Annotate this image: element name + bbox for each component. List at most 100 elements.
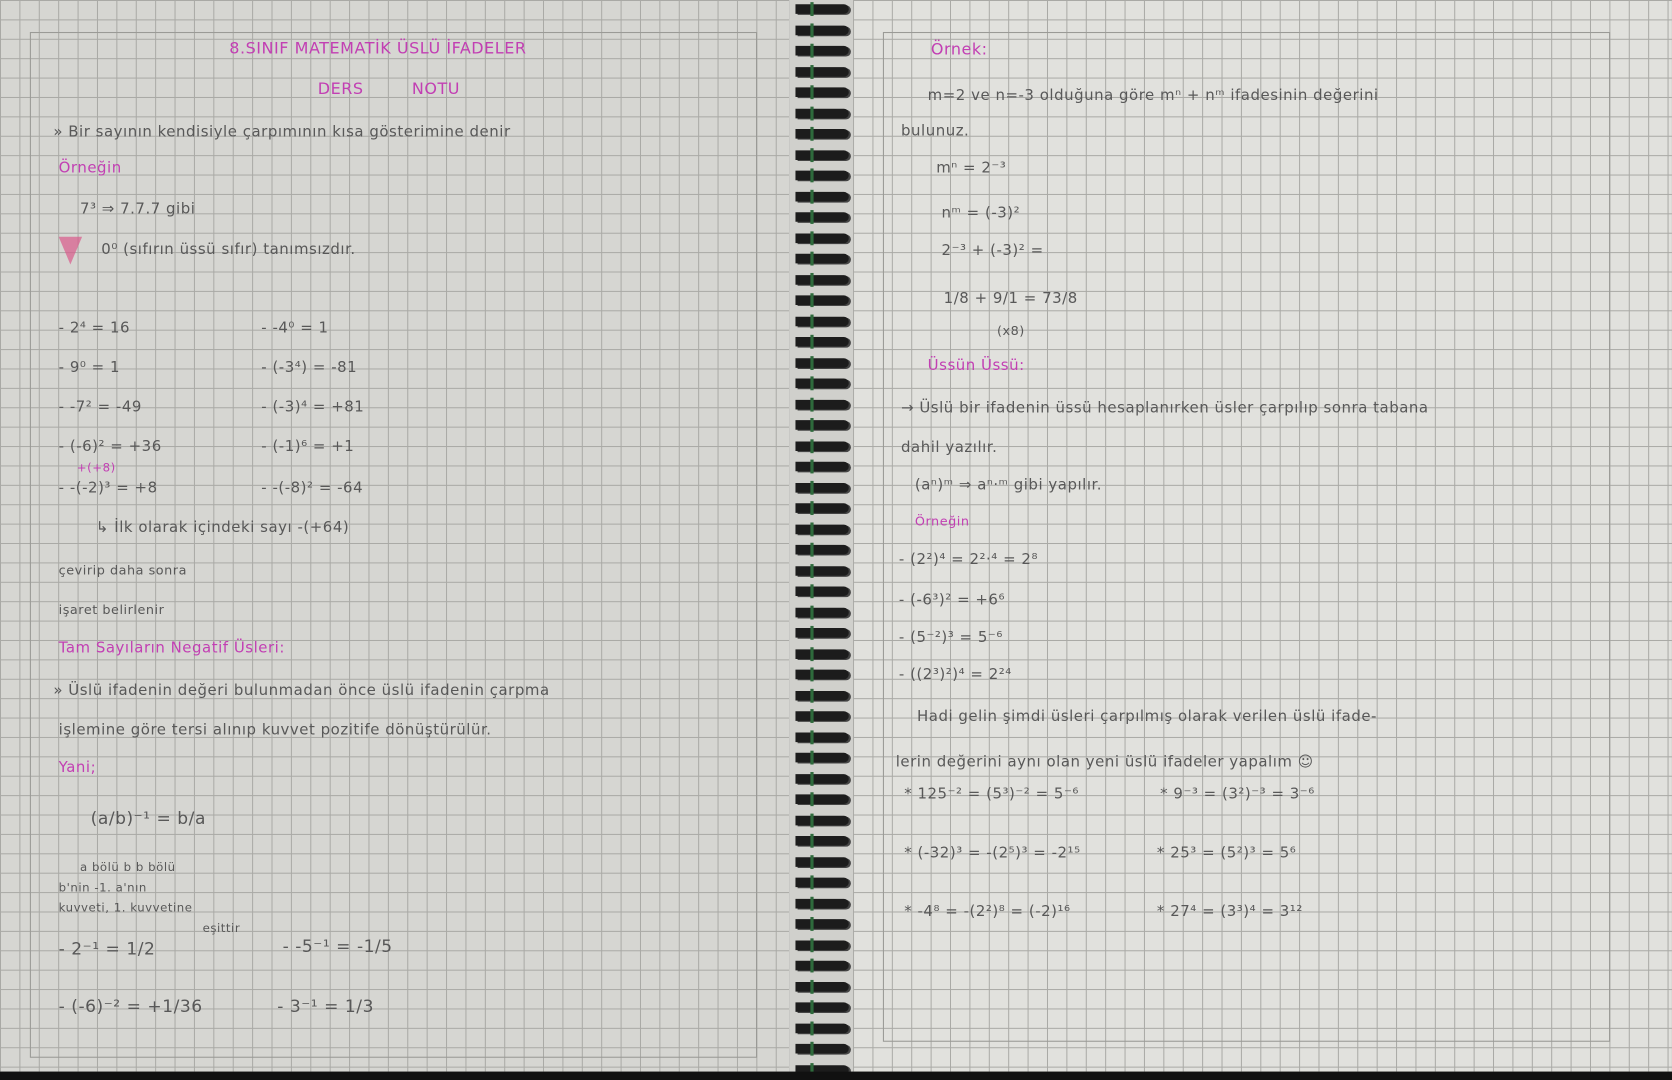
exercise-row: * 27⁴ = (3³)⁴ = 3¹² [1156,903,1303,921]
rule-row: - -7² = -49 [58,398,142,416]
definition: » Bir sayının kendisiyle çarpımının kısa… [53,123,511,141]
rule-row: - (-1)⁶ = +1 [261,438,355,456]
rule-row: - (-3⁴) = -81 [261,359,358,377]
power-rule: (aⁿ)ᵐ ⇒ aⁿ·ᵐ gibi yapılır. [914,476,1103,494]
spiral-ring [795,937,849,952]
spiral-ring [795,688,849,703]
spiral-ring [795,979,849,994]
spiral-ring [795,272,849,287]
spiral-ring [795,563,849,578]
spiral-ring [795,189,849,204]
page-title: 8.SINIF MATEMATİK ÜSLÜ İFADELER [229,38,527,58]
paragraph: » Üslü ifadenin değeri bulunmadan önce ü… [53,682,550,700]
example-row: - (-6)⁻² = +1/36 [58,995,203,1017]
spiral-ring [795,542,849,557]
spiral-ring [795,376,849,391]
spiral-ring [795,126,849,141]
spiral-ring [795,813,849,827]
spiral-ring [795,438,849,453]
spiral-ring [795,355,849,370]
note: işaret belirlenir [58,602,165,618]
spiral-ring [795,625,849,640]
table-edge [0,1071,1672,1080]
grid-border [882,31,1611,1042]
paragraph: dahil yazılır. [901,439,998,457]
rule-row: - -(-2)³ = +8 [58,479,158,497]
spiral-ring [795,854,849,869]
spiral-ring [795,459,849,474]
spiral-ring [795,397,849,412]
spiral-ring [795,334,849,349]
spiral-ring [795,417,849,432]
spiral-ring [795,1062,849,1077]
spiral-ring [795,210,849,224]
power-example: - (5⁻²)³ = 5⁻⁶ [898,629,1003,647]
solution-step: 2⁻³ + (-3)² = [941,242,1044,260]
spiral-ring [795,22,849,37]
left-page: 8.SINIF MATEMATİK ÜSLÜ İFADELER DERS NOT… [0,0,790,1072]
rule-row: - (-6)² = +36 [58,438,162,456]
power-example: - (-6³)² = +6⁶ [898,591,1005,609]
rule-row: - 2⁴ = 16 [58,319,131,337]
spiral-ring [795,480,849,495]
formula-note: b'nin -1. a'nın [58,880,147,895]
paragraph: lerin değerini aynı olan yeni üslü ifade… [895,753,1314,771]
spiral-ring [795,729,849,744]
spiral-ring [795,64,849,79]
exercise-row: * 25³ = (5²)³ = 5⁶ [1156,844,1297,862]
yani-label: Yani; [58,759,97,777]
spiral-ring [795,2,849,16]
example-row: - 3⁻¹ = 1/3 [277,995,374,1017]
formula: (a/b)⁻¹ = b/a [90,808,206,829]
section-heading: Tam Sayıların Negatif Üsleri: [58,639,285,657]
spiral-ring [795,251,849,266]
spiral-ring [795,896,849,911]
spiral-ring [795,314,849,328]
spiral-ring [795,646,849,661]
spiral-ring [795,584,849,599]
power-example: - (2²)⁴ = 2²·⁴ = 2⁸ [898,551,1038,569]
page-subtitle: DERS NOTU [317,78,461,99]
spiral-ring [795,501,849,516]
example-row: - 2⁻¹ = 1/2 [58,938,156,959]
paragraph: Hadi gelin şimdi üsleri çarpılmış olarak… [917,708,1377,726]
solution-note: (x8) [996,323,1025,339]
spiral-ring [795,230,849,245]
solution-step: mⁿ = 2⁻³ [936,159,1007,178]
grid-border [29,31,758,1058]
note: çevirip daha sonra [58,563,187,578]
section-heading: Üssün Üssü: [927,357,1025,375]
spiral-ring [795,792,849,807]
example: 7³ ⇒ 7.7.7 gibi [79,200,196,218]
spiral-ring [795,1020,849,1035]
rule-row: - 9⁰ = 1 [58,359,121,377]
spiral-ring [795,667,849,682]
spiral-ring [795,1000,849,1015]
paragraph: işlemine göre tersi alınıp kuvvet poziti… [58,721,492,739]
spiral-ring [795,958,849,973]
example-label: Örnek: [930,39,988,59]
spiral-ring [795,106,849,120]
warning-text: 0⁰ (sıfırın üssü sıfır) tanımsızdır. [101,240,356,259]
rule-row: - (-3)⁴ = +81 [261,398,365,416]
note: ↳ İlk olarak içindeki sayı -(+64) [95,519,350,537]
spiral-ring [795,875,849,890]
spiral-binding [789,0,854,1077]
paragraph: → Üslü bir ifadenin üssü hesaplanırken ü… [901,399,1429,417]
spiral-ring [795,521,849,536]
exercise-row: * -4⁸ = -(2²)⁸ = (-2)¹⁶ [904,903,1071,921]
spiral-ring [795,1041,849,1056]
formula-note: eşittir [202,921,241,936]
spiral-ring [795,43,849,58]
spiral-ring [795,917,849,931]
problem: m=2 ve n=-3 olduğuna göre mⁿ + nᵐ ifades… [927,87,1379,105]
right-page: Örnek: m=2 ve n=-3 olduğuna göre mⁿ + nᵐ… [853,0,1672,1072]
example-label: Örneğin [914,513,970,529]
solution-step: 1/8 + 9/1 = 73/8 [943,290,1078,308]
note-aside: +(+8) [76,460,116,475]
example-label: Örneğin [58,159,122,178]
exercise-row: * (-32)³ = -(2⁵)³ = -2¹⁵ [904,844,1081,862]
formula-note: kuvveti, 1. kuvvetine [58,901,193,915]
spiral-ring [795,750,849,765]
problem: bulunuz. [901,122,970,140]
